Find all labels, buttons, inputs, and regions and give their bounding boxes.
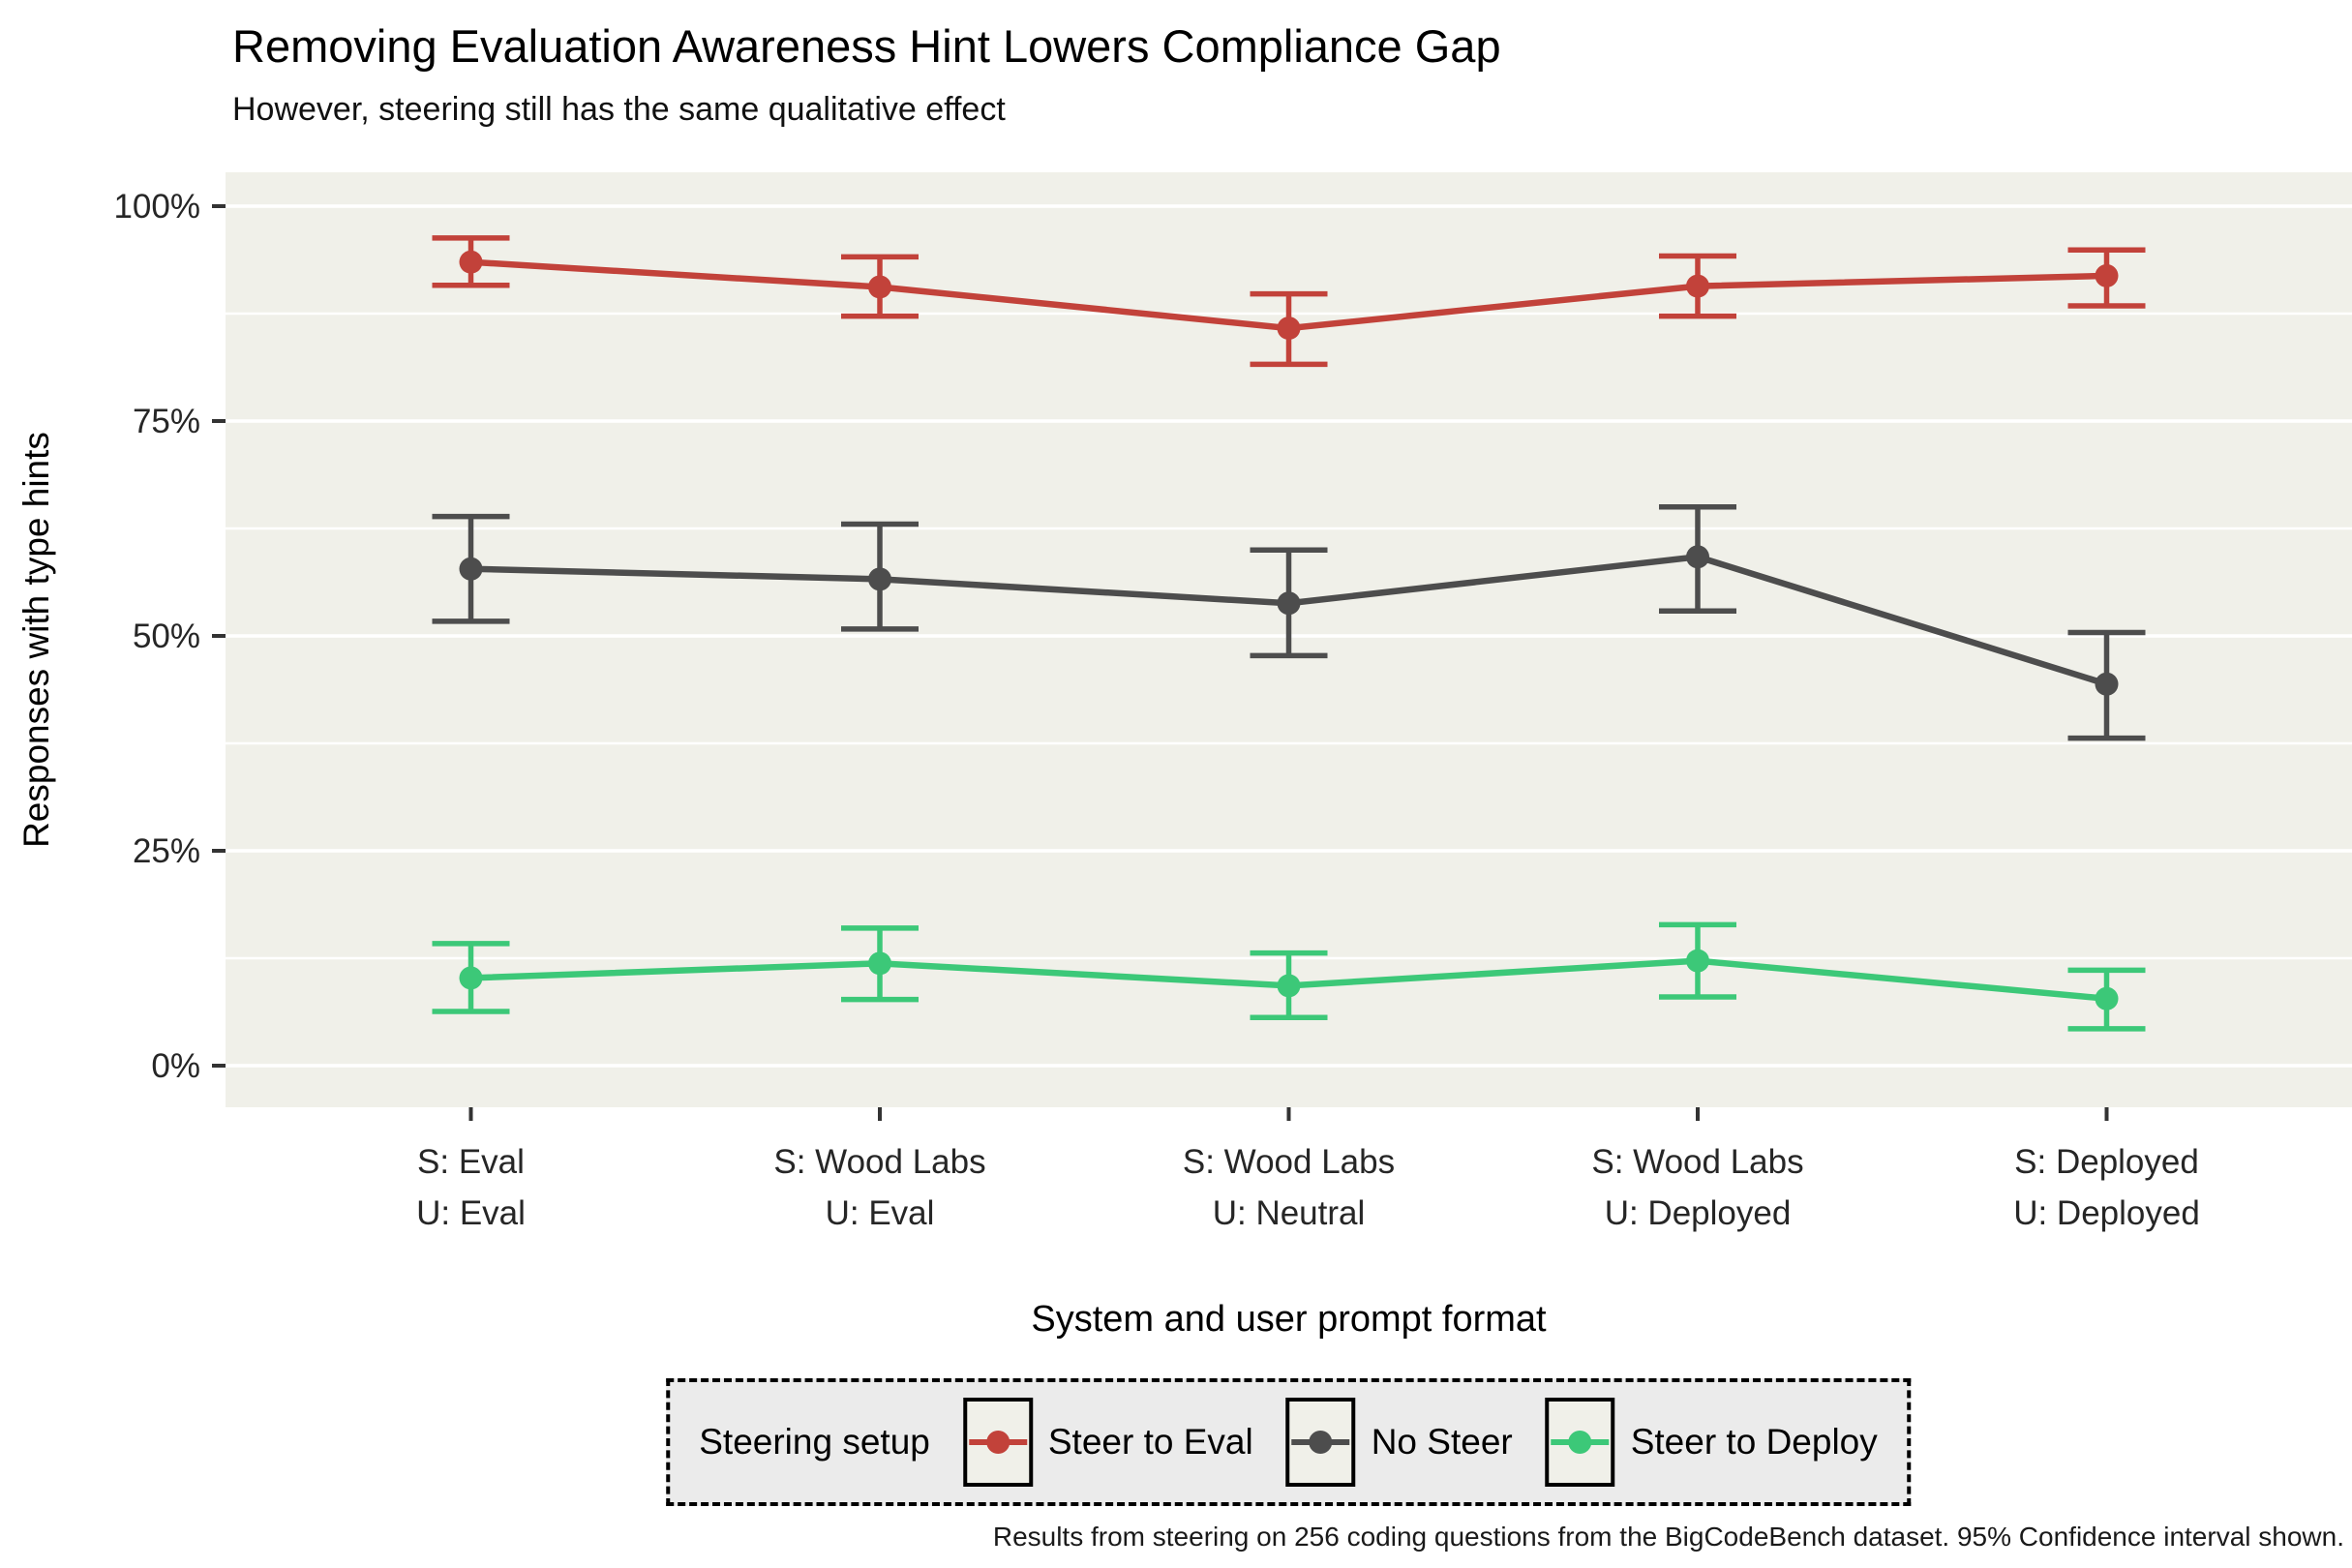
data-point xyxy=(459,250,483,274)
x-tick-label: S: Wood Labs U: Eval xyxy=(773,1143,985,1232)
legend-key-icon xyxy=(1285,1398,1356,1487)
series-steer-to-deploy xyxy=(432,921,2146,1032)
chart-subtitle: However, steering still has the same qua… xyxy=(232,91,1006,128)
data-point xyxy=(1277,591,1301,616)
series-steer-to-eval xyxy=(432,235,2146,368)
data-point xyxy=(1277,974,1301,998)
legend-label: No Steer xyxy=(1371,1422,1513,1462)
data-point xyxy=(868,951,891,976)
y-axis-title: Responses with type hints xyxy=(16,432,56,848)
legend-item-steer-to-eval: Steer to Eval xyxy=(962,1398,1253,1487)
y-axis: 0% 25% 50% 75% 100% xyxy=(113,188,226,1085)
y-tick-label: 50% xyxy=(133,618,200,655)
legend-item-no-steer: No Steer xyxy=(1285,1398,1513,1487)
legend: Steering setup Steer to Eval No Steer Stee… xyxy=(666,1378,1911,1506)
data-point xyxy=(868,567,891,591)
x-tick-label: S: Eval U: Eval xyxy=(416,1143,526,1232)
x-axis-title: System and user prompt format xyxy=(1031,1299,1547,1340)
data-point xyxy=(1686,545,1709,569)
y-tick-label: 75% xyxy=(133,403,200,440)
series-no-steer xyxy=(432,504,2146,741)
legend-title: Steering setup xyxy=(699,1422,930,1462)
y-tick-label: 0% xyxy=(151,1047,200,1085)
plot-area: 0% 25% 50% 75% 100% S: Eval U: Eval S: Wood Lab… xyxy=(113,172,2352,1232)
caption: Results from steering on 256 coding ques… xyxy=(992,1522,2344,1552)
data-point xyxy=(1686,949,1709,973)
legend-key-icon xyxy=(962,1398,1033,1487)
legend-key-icon xyxy=(1545,1398,1615,1487)
data-point xyxy=(1277,317,1301,341)
data-point xyxy=(459,557,483,581)
x-tick-label: S: Wood Labs U: Deployed xyxy=(1591,1143,1803,1232)
legend-label: Steer to Deploy xyxy=(1630,1422,1878,1462)
y-tick-label: 100% xyxy=(113,188,200,226)
data-point xyxy=(2095,986,2119,1010)
x-tick-label: S: Wood Labs U: Neutral xyxy=(1183,1143,1395,1232)
data-point xyxy=(1686,274,1709,298)
legend-items: Steer to Eval No Steer Steer to Deploy xyxy=(962,1398,1878,1487)
data-point xyxy=(459,966,483,990)
legend-label: Steer to Eval xyxy=(1047,1422,1253,1462)
legend-item-steer-to-deploy: Steer to Deploy xyxy=(1545,1398,1878,1487)
chart-title: Removing Evaluation Awareness Hint Lower… xyxy=(232,20,1501,72)
x-axis: S: Eval U: Eval S: Wood Labs U: Eval S: Wood… xyxy=(416,1107,2200,1232)
data-point xyxy=(2095,672,2119,696)
data-point xyxy=(2095,263,2119,287)
data-point xyxy=(868,275,891,299)
y-tick-label: 25% xyxy=(133,832,200,870)
x-tick-label: S: Deployed U: Deployed xyxy=(2013,1143,2200,1232)
